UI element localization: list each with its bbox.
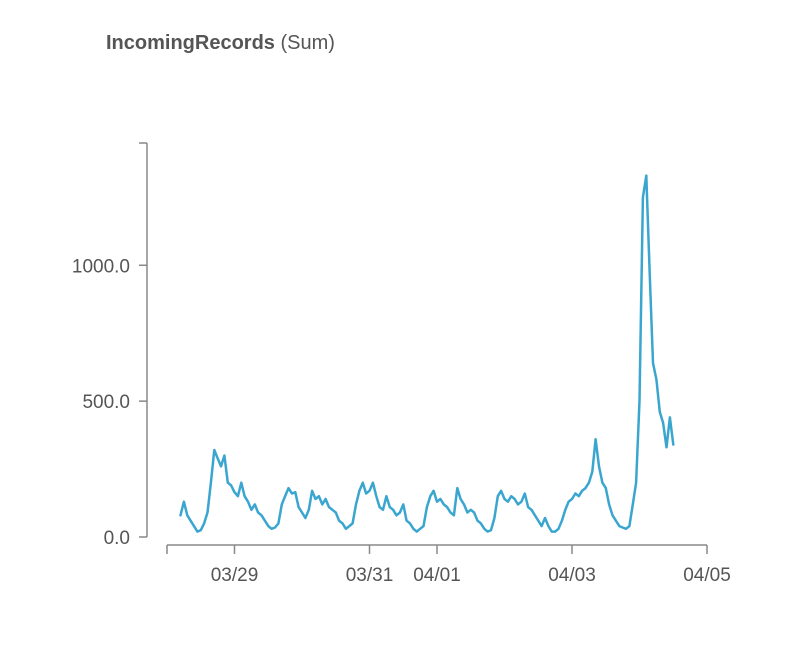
x-tick-label: 03/29 (211, 565, 259, 586)
x-tick-label: 04/03 (548, 565, 596, 586)
x-tick-label: 04/05 (683, 565, 731, 586)
y-axis: 0.0 500.0 1000.0 (72, 142, 148, 549)
x-tick-label: 03/31 (346, 565, 394, 586)
y-tick-label: 0.0 (104, 528, 130, 549)
x-axis: 03/29 03/31 04/01 04/03 04/05 (166, 544, 731, 586)
metric-name: IncomingRecords (106, 32, 275, 54)
series-line (179, 174, 675, 533)
statistic-label: (Sum) (280, 32, 335, 54)
x-tick-label: 04/01 (413, 565, 461, 586)
y-tick-label: 500.0 (82, 392, 130, 413)
y-tick-label: 1000.0 (72, 256, 130, 277)
chart-title: IncomingRecords (Sum) (106, 32, 335, 55)
series-layer (179, 174, 675, 533)
